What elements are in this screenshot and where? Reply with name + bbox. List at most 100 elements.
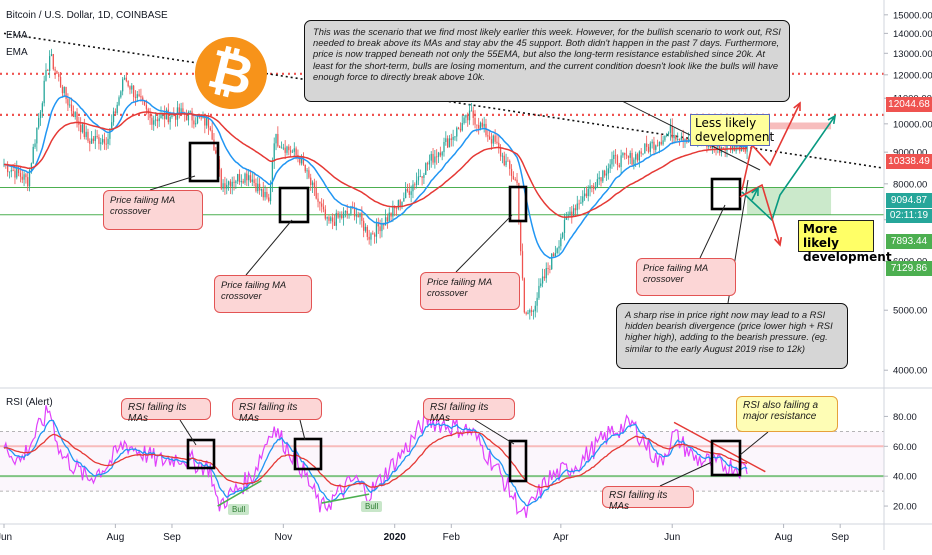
candle-body: [317, 198, 319, 202]
candle-body: [27, 177, 29, 187]
candle-body: [479, 122, 482, 129]
callout-connector: [699, 204, 726, 259]
candle-body: [240, 181, 242, 183]
rsi-resistance-callout[interactable]: RSI also failing a major resistance: [736, 396, 838, 432]
rsi-tick-label: 60.00: [893, 442, 917, 453]
main-analysis-note[interactable]: This was the scenario that we find most …: [304, 20, 790, 102]
candle-body: [596, 179, 598, 188]
candle-body: [41, 103, 43, 112]
ma-fail-callout-4[interactable]: Price failing MA crossover: [636, 258, 736, 296]
candle-body: [149, 113, 151, 118]
candle-body: [487, 135, 489, 137]
candle-body: [666, 134, 668, 136]
ma-fail-callout-3[interactable]: Price failing MA crossover: [420, 272, 520, 310]
candle-body: [171, 113, 173, 118]
candle-body: [682, 137, 684, 142]
candle-body: [359, 213, 361, 218]
candle-body: [373, 234, 376, 237]
callout-connector: [455, 214, 513, 273]
candle-body: [182, 108, 184, 113]
candle-body: [244, 173, 246, 183]
price-tick-label: 10000.00: [893, 119, 932, 130]
candle-body: [490, 139, 493, 144]
highlight-square: [186, 438, 216, 470]
candle-body: [503, 155, 505, 166]
price-tick-label: 14000.00: [893, 29, 932, 40]
rsi-fail-callout-2[interactable]: RSI failing its MAs: [232, 398, 322, 424]
price-layer: [3, 48, 748, 320]
candle-body: [300, 157, 303, 164]
candle-body: [16, 168, 18, 178]
candle-body: [142, 97, 144, 101]
ma-fail-callout-2[interactable]: Price failing MA crossover: [214, 275, 312, 313]
ma-fail-callout-1[interactable]: Price failing MA crossover: [103, 190, 203, 230]
rsi-fail-callout-4[interactable]: RSI failing its MAs: [602, 486, 694, 512]
candle-body: [45, 69, 47, 81]
candle-body: [204, 116, 206, 126]
candle-body: [207, 118, 210, 128]
candle-body: [613, 154, 615, 159]
candle-body: [251, 179, 253, 182]
candle-body: [341, 215, 343, 218]
candle-body: [58, 73, 60, 77]
candle-body: [227, 181, 230, 185]
candle-body: [311, 182, 314, 185]
candle-body: [63, 86, 65, 94]
candle-body: [257, 183, 259, 192]
candle-body: [598, 177, 600, 180]
candle-body: [636, 154, 639, 161]
candle-body: [414, 184, 416, 186]
candle-body: [107, 138, 109, 145]
ema-legend-fast[interactable]: EMA: [6, 30, 28, 41]
candle-body: [337, 212, 339, 218]
candle-body: [21, 176, 23, 180]
candle-body: [527, 312, 529, 314]
candle-body: [76, 112, 78, 122]
candle-body: [534, 305, 536, 312]
bullish-scenario-arrow-2-head: [827, 114, 837, 125]
candle-body: [50, 54, 53, 57]
more-likely-label[interactable]: More likely development: [798, 220, 892, 264]
time-tick-label: 2020: [384, 532, 407, 543]
ema-slow-line: [3, 111, 748, 218]
candle-body: [656, 145, 659, 147]
candle-body: [571, 211, 573, 217]
less-likely-label[interactable]: Less likely development: [690, 114, 774, 146]
candle-body: [238, 174, 241, 183]
rsi-fail-callout-3[interactable]: RSI failing its MAs: [423, 398, 515, 424]
candle-body: [646, 143, 648, 147]
candle-body: [319, 201, 321, 204]
sharp-rise-note[interactable]: A sharp rise in price right now may lead…: [616, 303, 848, 369]
candle-body: [375, 222, 378, 237]
ema-legend-slow[interactable]: EMA: [6, 47, 28, 58]
candle-body: [532, 311, 535, 312]
candle-body: [253, 179, 255, 184]
candle-body: [459, 128, 462, 131]
candle-body: [549, 268, 551, 270]
candle-body: [32, 146, 34, 164]
price-tick-label: 9000.00: [893, 148, 927, 159]
callout-connector: [299, 419, 306, 441]
candle-body: [193, 120, 195, 125]
candle-body: [154, 119, 157, 121]
candle-body: [726, 142, 728, 151]
ema-layer: [3, 95, 748, 259]
candle-body: [576, 203, 578, 211]
candle-body: [425, 163, 427, 175]
price-tick-label: 4000.00: [893, 366, 927, 377]
candle-body: [428, 160, 431, 165]
ema-fast-line: [3, 95, 748, 259]
candle-body: [145, 104, 148, 110]
rsi-legend[interactable]: RSI (Alert): [6, 397, 53, 408]
candle-body: [160, 114, 162, 119]
candle-body: [209, 127, 211, 131]
candle-body: [415, 180, 418, 186]
candle-body: [213, 139, 215, 151]
candle-body: [136, 94, 138, 98]
rsi-fail-callout-1[interactable]: RSI failing its MAs: [121, 398, 211, 424]
symbol-title[interactable]: Bitcoin / U.S. Dollar, 1D, COINBASE: [6, 10, 168, 21]
candle-body: [421, 176, 423, 178]
candle-body: [105, 143, 107, 145]
candle-body: [583, 193, 586, 197]
